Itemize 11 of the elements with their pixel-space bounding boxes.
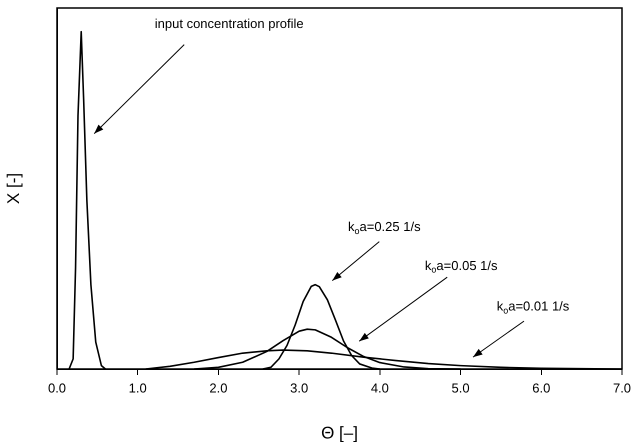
x-tick-label: 7.0	[612, 380, 632, 396]
x-tick-label: 5.0	[452, 380, 470, 396]
x-tick-label: 6.0	[532, 380, 550, 396]
x-tick-label: 1.0	[128, 380, 147, 396]
x-tick-label: 3.0	[290, 380, 308, 396]
y-axis-title: X [-]	[4, 172, 23, 204]
text: input concentration profile	[154, 16, 304, 32]
x-tick-label: 4.0	[370, 380, 389, 396]
x-axis-title: Θ [–]	[321, 423, 358, 442]
x-tick-label: 2.0	[209, 380, 228, 396]
x-tick-label: 0.0	[48, 380, 66, 396]
